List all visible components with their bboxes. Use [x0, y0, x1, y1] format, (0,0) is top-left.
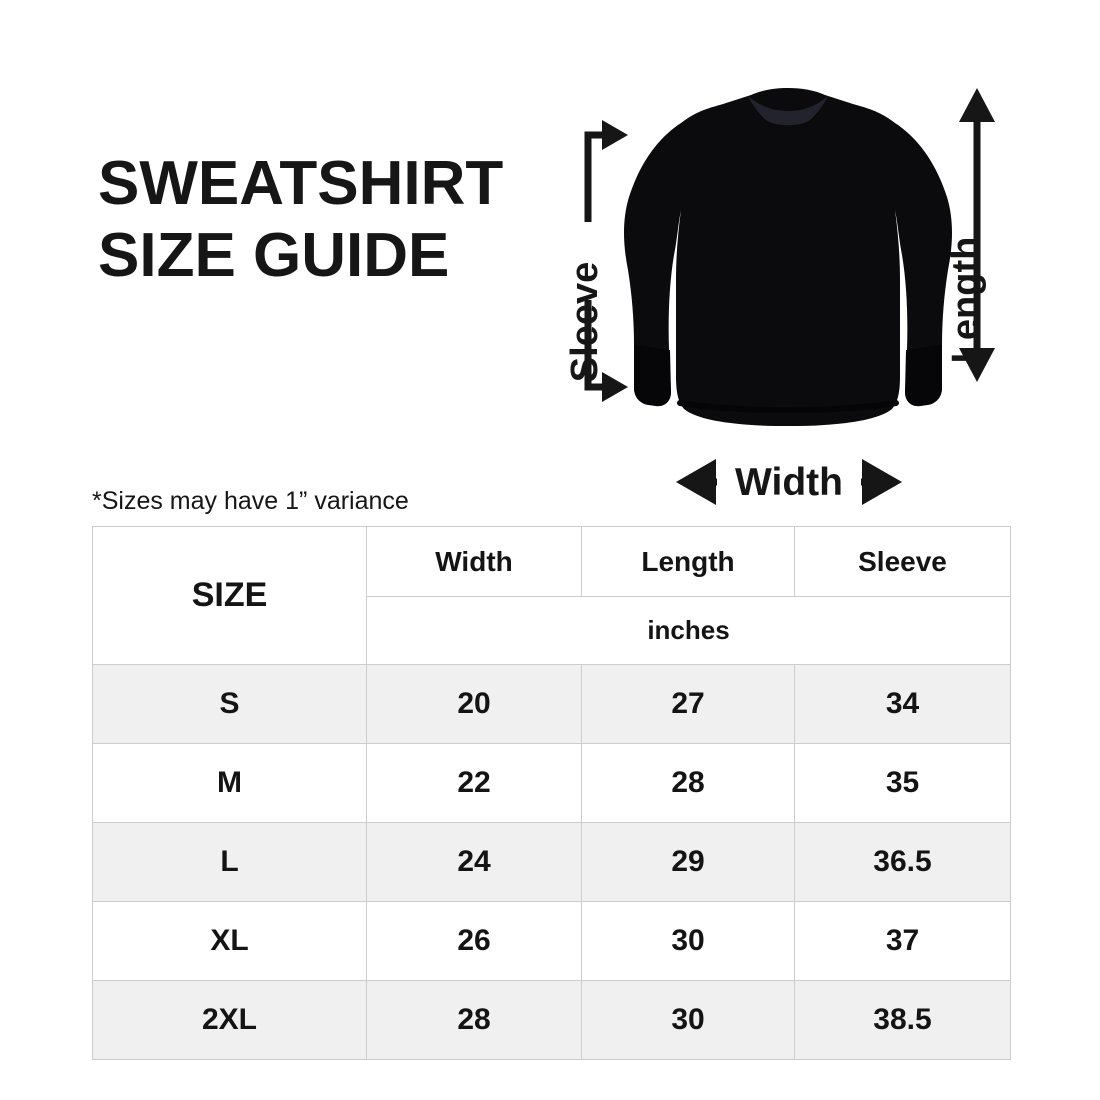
svg-text:Width: Width	[735, 461, 843, 504]
svg-text:Sleeve: Sleeve	[564, 262, 606, 382]
svg-text:Length: Length	[945, 237, 987, 364]
